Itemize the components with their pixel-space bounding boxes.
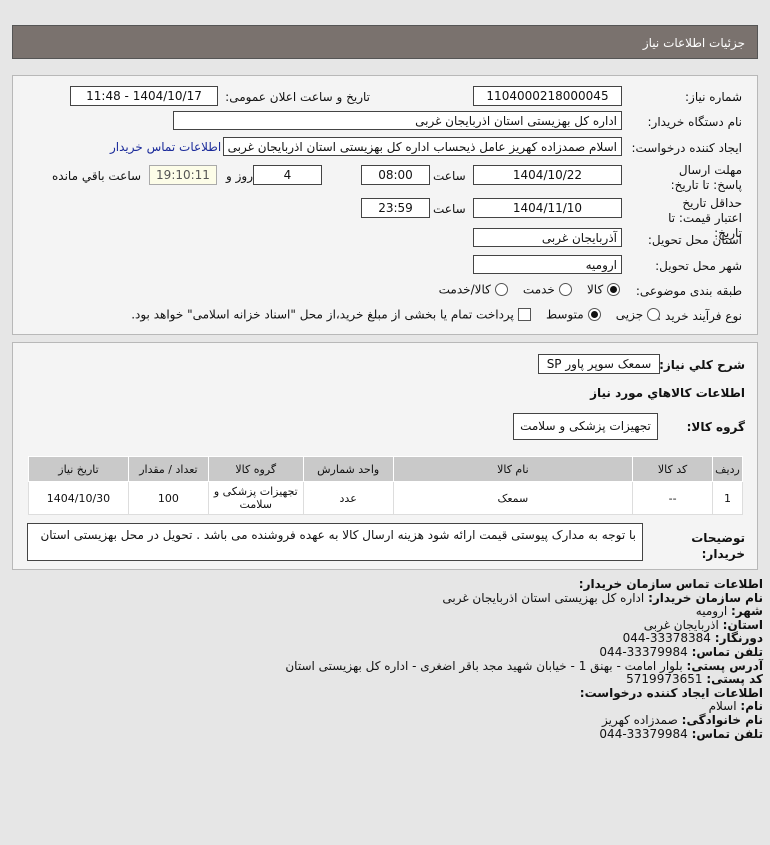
col-code: کد کالا [632,456,714,482]
page-header: جزئیات اطلاعات نیاز [12,25,758,59]
category-goods-label: کالا [586,282,604,297]
validity-time-label: ساعت [433,202,466,216]
deadline-time-label: ساعت [433,169,466,183]
org-label: نام سازمان خریدار: [648,590,763,605]
family-value: صمدزاده کهریز [601,712,678,727]
table-header-row: ردیف کد کالا نام کالا واحد شمارش گروه کا… [28,456,743,482]
name-value: اسلام [708,699,737,714]
fax-value: 044-33378384 [622,631,711,646]
cell-group: تجهیزات پزشکی و سلامت [207,481,304,515]
process-medium-label: متوسط [545,307,584,322]
province-label: استان محل تحویل: [647,233,742,247]
phone-value: 044-33379984 [599,644,688,659]
cell-name: سمعک [392,481,634,515]
postal-value: 5719973651 [626,672,703,687]
address-value: بلوار امامت - بهنق 1 - خیابان شهید مجد ب… [285,658,683,673]
creator-heading: اطلاعات ایجاد کننده درخواست: [579,685,763,700]
deadline-date-field: 1404/10/22 [473,165,622,185]
buyer-contact-link[interactable]: اطلاعات تماس خریدار [110,140,222,154]
creator-label: ایجاد کننده درخواست: [631,141,742,155]
notes-label: توضیحات خریدار: [691,531,745,561]
province-value: اذربایجان غربی [643,617,719,632]
col-row: ردیف [712,456,743,482]
announce-field: 1404/10/17 - 11:48 [70,86,218,106]
remaining-label: ساعت باقي مانده [52,169,142,183]
summary-label: شرح کلي نیاز: [659,358,745,372]
cell-qty: 100 [127,481,209,515]
remaining-time-field: 19:10:11 [149,165,217,185]
category-radio-goods[interactable] [607,283,620,296]
city-field: ارومیه [473,255,622,274]
announce-label: تاریخ و ساعت اعلان عمومی: [225,90,370,104]
need-number-field: 1104000218000045 [473,86,622,106]
days-label: روز و [226,169,253,183]
creator-phone-label: تلفن تماس: [691,726,763,741]
category-service-label: خدمت [522,282,555,297]
category-both-label: کالا/خدمت [438,282,491,297]
contact-heading: اطلاعات تماس سازمان خریدار: [578,577,763,591]
deadline-time-field: 08:00 [361,165,430,185]
process-options: جزیی متوسط پرداخت تمام یا بخشی از مبلغ خ… [131,307,660,322]
page-title: جزئیات اطلاعات نیاز [642,36,745,50]
buyer-label: نام دستگاه خریدار: [647,115,743,129]
buyer-field: اداره کل بهزیستی استان اذربایجان غربی [173,111,622,130]
city-label: شهر محل تحویل: [655,259,742,273]
city-label: شهر: [731,604,763,619]
name-label: نام: [740,699,763,714]
col-date: تاریخ نیاز [28,456,129,482]
address-label: آدرس پستی: [686,658,763,673]
process-label: نوع فرآیند خرید : [657,309,742,323]
summary-field: سمعک سوپر پاور SP [538,354,660,374]
province-label: استان: [722,617,763,632]
category-options: کالا خدمت کالا/خدمت [439,282,620,297]
cell-row: 1 [712,481,743,515]
deadline-label: مهلت ارسال پاسخ: تا تاریخ: [670,163,742,192]
cell-code: -- [632,481,714,515]
category-radio-service[interactable] [558,283,572,296]
table-row: 1 -- سمعک عدد تجهیزات پزشکی و سلامت 100 … [28,481,743,515]
creator-phone-value: 044-33379984 [599,726,688,741]
process-minor-label: جزیی [615,307,644,322]
group-label: گروه کالا: [686,420,745,434]
goods-heading: اطلاعات کالاهاي مورد نیاز [590,386,745,400]
province-field: آذربایجان غربی [473,228,622,247]
payment-checkbox[interactable] [517,308,531,321]
buyer-contact-info: اطلاعات تماس سازمان خریدار: نام سازمان خ… [285,577,763,741]
cell-date: 1404/10/30 [28,481,129,515]
validity-time-field: 23:59 [361,198,430,218]
fax-label: دورنگار: [714,631,763,646]
creator-field: اسلام صمدزاده کهریز عامل ذیحساب اداره کل… [223,137,622,156]
org-value: اداره کل بهزیستی استان اذربایجان غربی [442,590,645,605]
process-radio-medium[interactable] [587,308,601,321]
family-label: نام خانوادگی: [681,712,763,727]
col-qty: تعداد / مقدار [127,456,209,482]
validity-label: حداقل تاریخ اعتبار قیمت: تا تاریخ: [668,196,742,240]
validity-date-field: 1404/11/10 [473,198,622,218]
col-group: گروه کالا [207,456,304,482]
group-field: تجهیزات پزشکی و سلامت [513,413,658,440]
cell-unit: عدد [302,481,394,515]
category-radio-both[interactable] [494,283,508,296]
city-value: ارومیه [695,604,728,619]
col-unit: واحد شمارش [302,456,394,482]
category-label: طبقه بندی موضوعی: [635,284,742,298]
notes-field: با توجه به مدارک پیوستی قیمت ارائه شود ه… [27,523,643,561]
postal-label: کد پستی: [706,672,763,687]
phone-label: تلفن تماس: [691,644,763,659]
days-field: 4 [253,165,322,185]
col-name: نام کالا [392,456,634,482]
payment-note: پرداخت تمام یا بخشی از مبلغ خرید،از محل … [131,307,514,322]
process-radio-minor[interactable] [647,308,660,321]
goods-table: ردیف کد کالا نام کالا واحد شمارش گروه کا… [28,456,743,515]
need-number-label: شماره نیاز: [685,90,742,104]
